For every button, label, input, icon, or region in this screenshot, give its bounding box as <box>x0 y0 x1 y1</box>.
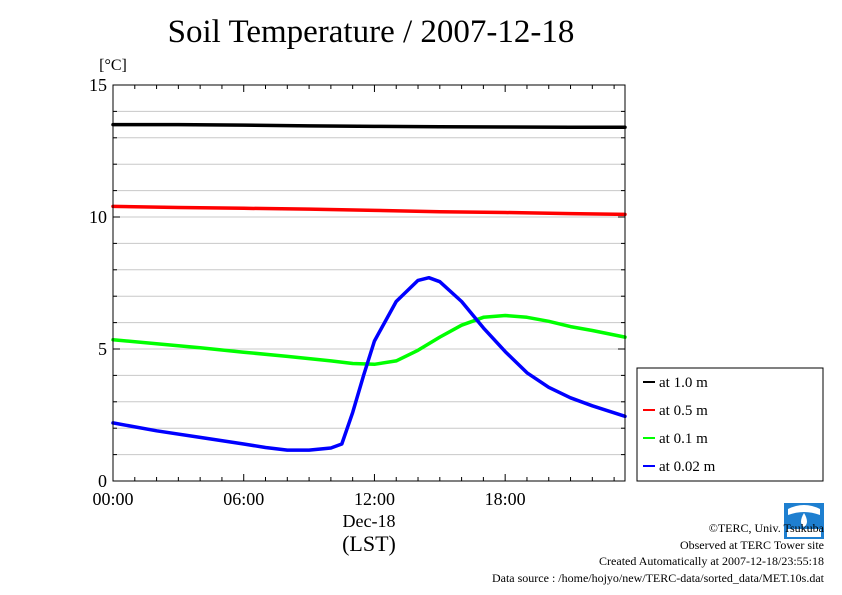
gridlines <box>113 110 625 456</box>
series-line <box>111 275 627 452</box>
x-date-label: Dec-18 <box>343 511 396 531</box>
chart-title: Soil Temperature / 2007-12-18 <box>167 14 575 50</box>
y-tick-label: 5 <box>98 339 107 359</box>
axis-ticks <box>112 84 625 482</box>
x-tick-label: 12:00 <box>354 489 395 509</box>
observed-text: Observed at TERC Tower site <box>679 537 824 552</box>
x-tick-label: 00:00 <box>92 489 133 509</box>
terc-logo <box>784 503 824 539</box>
source-text: Data source : /home/hojyo/new/TERC-data/… <box>491 570 824 585</box>
y-tick-label: 10 <box>89 207 107 227</box>
x-tick-label: 06:00 <box>223 489 264 509</box>
legend-label: at 0.1 m <box>659 431 708 447</box>
legend-label: at 0.5 m <box>659 403 708 419</box>
series-line <box>111 122 627 129</box>
series-line <box>111 204 627 217</box>
legend-box <box>636 367 824 482</box>
legend-label: at 0.02 m <box>659 459 716 475</box>
series-line <box>111 313 627 367</box>
created-text: Created Automatically at 2007-12-18/23:5… <box>599 554 824 568</box>
y-tick-label: 0 <box>98 471 107 491</box>
y-unit-label: [°C] <box>99 57 127 74</box>
x-tick-label: 18:00 <box>485 489 526 509</box>
legend-label: at 1.0 m <box>659 375 708 391</box>
y-tick-label: 15 <box>89 75 107 95</box>
axis-labels: 0 5 10 15 00:00 06:00 12:00 18:00 <box>89 75 526 509</box>
legend: at 1.0 m at 0.5 m at 0.1 m at 0.02 m <box>636 367 824 482</box>
series-lines <box>111 122 627 452</box>
footer: ©TERC, Univ. Tsukuba Observed at TERC To… <box>492 520 824 586</box>
x-unit-label: (LST) <box>342 531 396 556</box>
copyright-text: ©TERC, Univ. Tsukuba <box>708 521 824 535</box>
plot-frame <box>112 84 626 482</box>
